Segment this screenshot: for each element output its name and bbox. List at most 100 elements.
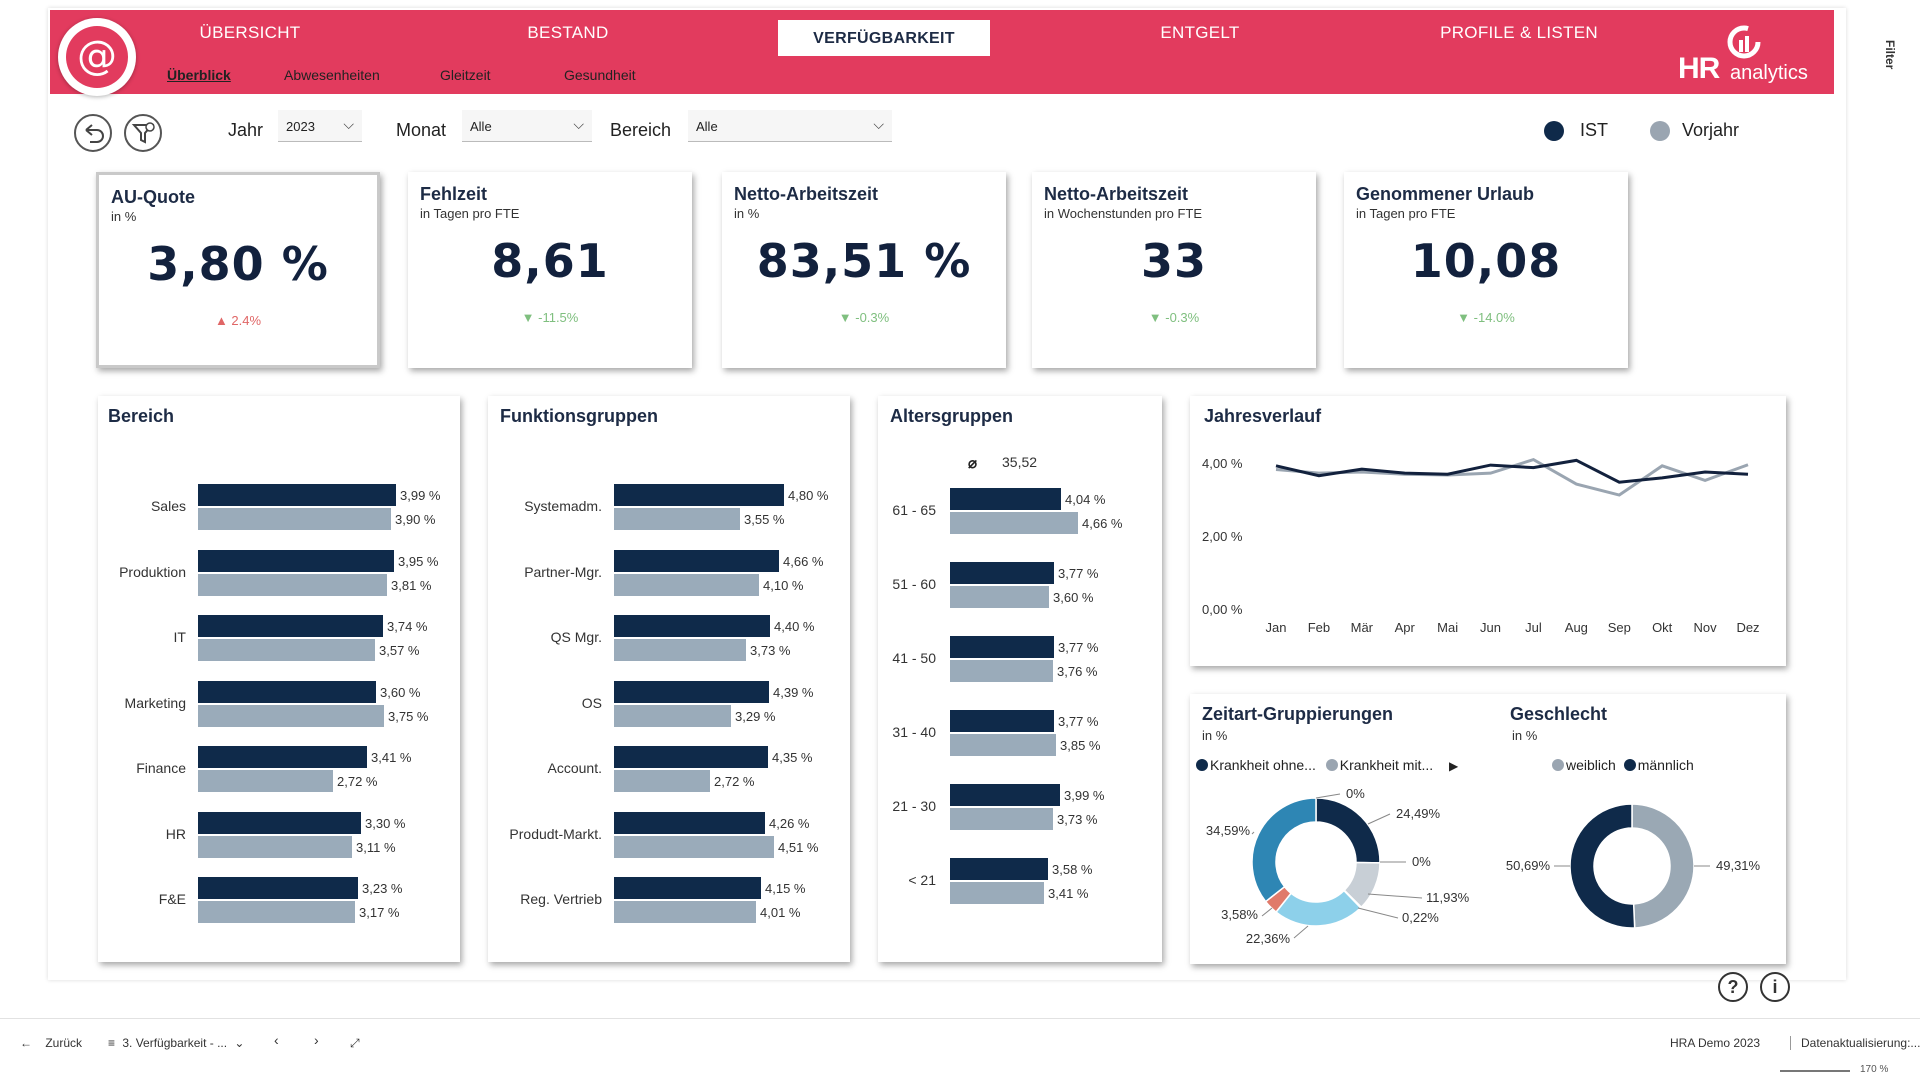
bar-value-vorjahr: 3,41 % <box>1048 886 1089 901</box>
kpi-card-au-quote[interactable]: AU-Quote in % 3,80 % ▲ 2.4% <box>96 172 380 368</box>
kpi-title: Genommener Urlaub <box>1356 184 1535 204</box>
undo-icon <box>85 124 104 143</box>
area-value: Alle <box>696 119 718 134</box>
panel-title-geschlecht: Geschlecht <box>1510 704 1608 724</box>
bar-value-vorjahr: 2,72 % <box>714 774 755 789</box>
bar-ist <box>614 680 769 703</box>
bar-ist <box>950 562 1054 584</box>
panel-altersgruppen[interactable]: Altersgruppen ⌀ 35,52 61 - 65 4,04 % 4,66 … <box>878 396 1162 962</box>
clear-filter-button[interactable] <box>124 114 162 152</box>
expand-icon[interactable]: ⤢ <box>350 1036 360 1050</box>
legend-next-arrow-icon[interactable]: ▶ <box>1449 759 1459 773</box>
bar-ist <box>614 746 768 768</box>
legend-vorjahr-dot <box>1650 121 1670 141</box>
tab-verfuegbarkeit[interactable]: VERFÜGBARKEIT <box>778 20 990 56</box>
month-dropdown[interactable]: Alle ⌵ <box>462 110 592 142</box>
x-tick-label: Jan <box>1266 620 1287 635</box>
tab-uebersicht[interactable]: ÜBERSICHT <box>199 23 301 42</box>
bar-ist <box>950 636 1054 658</box>
subtab-gesundheit[interactable]: Gesundheit <box>564 67 636 83</box>
bar-ist <box>614 484 784 506</box>
kpi-delta: ▼ -11.5% <box>521 310 579 325</box>
zoom-level: 170 % <box>1860 1064 1889 1075</box>
bar-vorjahr <box>614 901 756 923</box>
prev-page-icon[interactable]: ‹ <box>274 1032 279 1048</box>
kpi-card-fehlzeit[interactable]: Fehlzeit in Tagen pro FTE 8,61 ▼ -11.5% <box>408 172 692 368</box>
bar-value-vorjahr: 4,01 % <box>760 905 801 920</box>
kpi-card-netto-arbeitszeit-prozent[interactable]: Netto-Arbeitszeit in % 83,51 % ▼ -0.3% <box>722 172 1006 368</box>
subtab-abwesenheiten[interactable]: Abwesenheiten <box>284 67 380 83</box>
leader-line <box>1367 893 1423 899</box>
y-tick-label: 2,00 % <box>1202 529 1243 544</box>
bar-ist <box>950 858 1048 880</box>
donut-label: 11,93% <box>1426 890 1470 905</box>
category-label: Sales <box>150 498 186 514</box>
kpi-subtitle: in Wochenstunden pro FTE <box>1044 206 1203 221</box>
category-label: 31 - 40 <box>892 724 936 740</box>
legend-item-maennlich: männlich <box>1637 757 1694 773</box>
bar-value-ist: 3,60 % <box>380 684 421 700</box>
kpi-value: 3,80 % <box>147 237 329 291</box>
bar-value-vorjahr: 3,73 % <box>750 643 791 658</box>
category-label: F&E <box>158 891 186 907</box>
page-selector[interactable]: ≡ 3. Verfügbarkeit - ... ⌄ <box>108 1036 244 1050</box>
category-label: Partner-Mgr. <box>524 563 602 580</box>
bar-vorjahr <box>198 704 384 727</box>
geschlecht-legend: weiblich männlich <box>1552 757 1694 773</box>
bar-value-vorjahr: 4,51 % <box>778 839 819 855</box>
category-label: < 21 <box>908 872 936 888</box>
kpi-card-netto-arbeitszeit-stunden[interactable]: Netto-Arbeitszeit in Wochenstunden pro F… <box>1032 172 1316 368</box>
bottom-back-button[interactable]: ← Zurück <box>20 1036 82 1050</box>
bar-value-vorjahr: 3,57 % <box>379 643 420 658</box>
legend-item-krankheit-mit: Krankheit mit... <box>1339 757 1434 773</box>
bar-vorjahr <box>198 770 333 792</box>
filter-pane-toggle[interactable]: Filter <box>1883 40 1897 70</box>
category-label: Produdt-Markt. <box>509 825 602 842</box>
leader-line <box>1367 813 1391 825</box>
panel-title: Funktionsgruppen <box>500 406 658 426</box>
bar-ist <box>198 811 361 834</box>
x-tick-label: Feb <box>1308 620 1330 635</box>
panel-jahresverlauf[interactable]: Jahresverlauf 4,00 % 2,00 % 0,00 % Jan Feb Mä… <box>1190 396 1786 666</box>
bar-value-vorjahr: 3,55 % <box>744 512 785 527</box>
kpi-value: 83,51 % <box>756 234 972 288</box>
zoom-slider[interactable] <box>1780 1070 1850 1072</box>
at-logo[interactable]: @ <box>58 18 136 96</box>
x-tick-label: Dez <box>1736 620 1759 635</box>
average-age-icon: ⌀ <box>968 455 978 472</box>
subtab-ueberblick[interactable]: Überblick <box>167 67 231 83</box>
zeitart-legend[interactable]: Krankheit ohne... Krankheit mit... ▶ <box>1196 757 1458 773</box>
category-label: 51 - 60 <box>892 576 936 592</box>
bar-vorjahr <box>614 639 746 661</box>
tab-profile-listen[interactable]: PROFILE & LISTEN <box>1440 23 1598 42</box>
tab-bestand[interactable]: BESTAND <box>527 23 609 42</box>
bar-value-vorjahr: 3,73 % <box>1057 812 1098 827</box>
area-dropdown[interactable]: Alle ⌵ <box>688 110 892 142</box>
help-icon[interactable]: ? <box>1718 972 1748 1002</box>
bar-ist <box>950 488 1061 510</box>
panel-zeitart-geschlecht[interactable]: Zeitart-Gruppierungen in % Geschlecht in… <box>1190 694 1786 964</box>
subtab-gleitzeit[interactable]: Gleitzeit <box>440 67 491 83</box>
panel-funktionsgruppen[interactable]: Funktionsgruppen Systemadm. 4,80 % 3,55 % P… <box>488 396 850 962</box>
panel-bereich[interactable]: Bereich Sales 3,99 % 3,90 % Produktion 3,95 … <box>98 396 460 962</box>
x-tick-label: Apr <box>1395 620 1416 635</box>
bar-vorjahr <box>198 901 355 923</box>
bar-ist <box>614 549 779 572</box>
donut-label: 0% <box>1412 854 1431 869</box>
tab-entgelt[interactable]: ENTGELT <box>1160 23 1240 42</box>
kpi-card-urlaub[interactable]: Genommener Urlaub in Tagen pro FTE 10,08… <box>1344 172 1628 368</box>
bottom-back-label: Zurück <box>45 1036 83 1050</box>
donut-label: 3,58% <box>1221 907 1258 922</box>
next-page-icon[interactable]: › <box>314 1032 319 1048</box>
kpi-title: Fehlzeit <box>420 184 488 204</box>
bar-vorjahr <box>950 808 1053 830</box>
back-button[interactable] <box>74 114 112 152</box>
info-icon[interactable]: i <box>1760 972 1790 1002</box>
bar-value-vorjahr: 2,72 % <box>337 774 378 789</box>
bar-value-vorjahr: 3,11 % <box>356 839 396 855</box>
category-label: OS <box>581 694 602 711</box>
category-label: 61 - 65 <box>892 502 936 518</box>
year-dropdown[interactable]: 2023 ⌵ <box>278 110 362 142</box>
donut-label: 0,22% <box>1402 910 1439 925</box>
